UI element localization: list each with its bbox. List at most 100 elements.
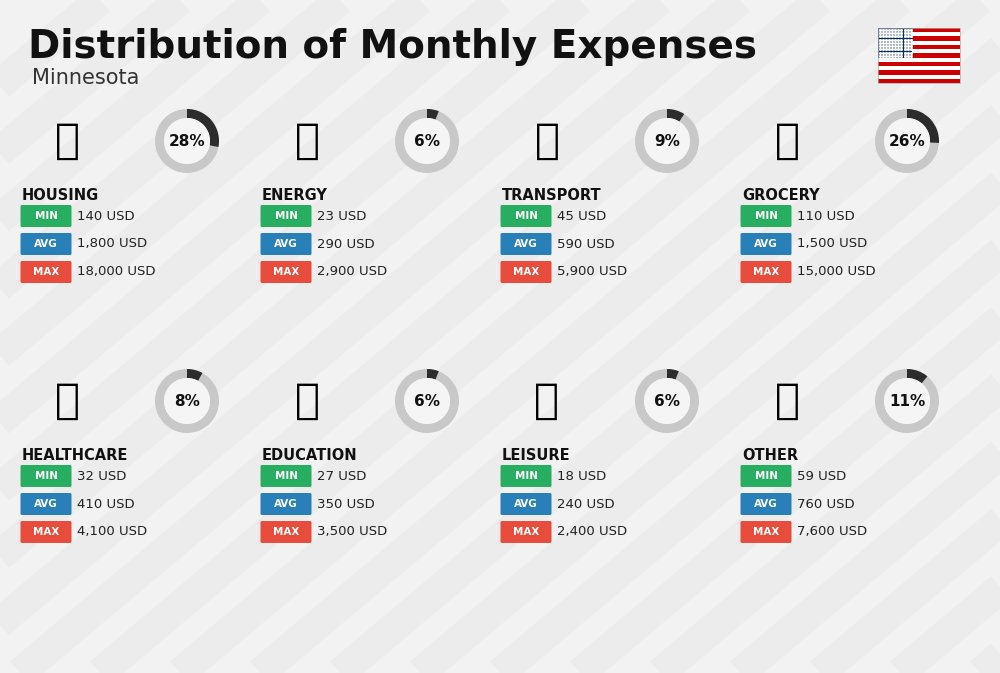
FancyBboxPatch shape (20, 233, 72, 255)
FancyBboxPatch shape (501, 261, 552, 283)
Text: 15,000 USD: 15,000 USD (797, 266, 876, 279)
FancyBboxPatch shape (878, 66, 960, 70)
Wedge shape (395, 109, 459, 173)
Text: OTHER: OTHER (742, 448, 798, 463)
FancyBboxPatch shape (878, 45, 960, 49)
Wedge shape (427, 369, 439, 380)
Circle shape (644, 378, 690, 424)
FancyBboxPatch shape (260, 521, 312, 543)
Text: MAX: MAX (33, 267, 59, 277)
Text: MAX: MAX (33, 527, 59, 537)
Text: MAX: MAX (753, 527, 779, 537)
FancyBboxPatch shape (260, 205, 312, 227)
Text: 18,000 USD: 18,000 USD (77, 266, 156, 279)
Wedge shape (667, 369, 679, 380)
Text: 18 USD: 18 USD (557, 470, 606, 483)
Circle shape (404, 118, 450, 164)
Text: MAX: MAX (513, 527, 539, 537)
Text: 5,900 USD: 5,900 USD (557, 266, 627, 279)
Text: 6%: 6% (414, 394, 440, 409)
Wedge shape (427, 109, 439, 120)
Text: 4,100 USD: 4,100 USD (77, 526, 147, 538)
Text: 26%: 26% (889, 133, 925, 149)
FancyBboxPatch shape (20, 493, 72, 515)
Text: AVG: AVG (274, 239, 298, 249)
FancyBboxPatch shape (740, 233, 792, 255)
Text: 7,600 USD: 7,600 USD (797, 526, 867, 538)
Circle shape (164, 118, 210, 164)
FancyBboxPatch shape (878, 70, 960, 75)
Wedge shape (875, 109, 939, 173)
Wedge shape (667, 109, 684, 122)
Text: 9%: 9% (654, 133, 680, 149)
Text: MIN: MIN (274, 471, 298, 481)
FancyBboxPatch shape (878, 32, 960, 36)
Wedge shape (187, 369, 202, 381)
FancyBboxPatch shape (878, 58, 960, 62)
FancyBboxPatch shape (501, 521, 552, 543)
Text: 🎓: 🎓 (294, 380, 320, 422)
Text: 3,500 USD: 3,500 USD (317, 526, 387, 538)
Text: 45 USD: 45 USD (557, 209, 606, 223)
Text: TRANSPORT: TRANSPORT (502, 188, 602, 203)
FancyBboxPatch shape (501, 465, 552, 487)
FancyBboxPatch shape (260, 465, 312, 487)
Text: 🛍️: 🛍️ (534, 380, 560, 422)
Text: 27 USD: 27 USD (317, 470, 366, 483)
Text: 590 USD: 590 USD (557, 238, 615, 250)
Text: 110 USD: 110 USD (797, 209, 855, 223)
Wedge shape (635, 109, 699, 173)
Text: 🔌: 🔌 (294, 120, 320, 162)
FancyBboxPatch shape (878, 40, 960, 45)
Text: 410 USD: 410 USD (77, 497, 135, 511)
Wedge shape (155, 109, 219, 173)
FancyBboxPatch shape (740, 261, 792, 283)
Text: AVG: AVG (754, 499, 778, 509)
Text: 28%: 28% (169, 133, 205, 149)
Wedge shape (907, 369, 927, 384)
FancyBboxPatch shape (501, 205, 552, 227)
Text: MIN: MIN (755, 471, 778, 481)
Text: Minnesota: Minnesota (32, 68, 139, 88)
Text: 6%: 6% (414, 133, 440, 149)
Text: AVG: AVG (754, 239, 778, 249)
FancyBboxPatch shape (501, 493, 552, 515)
Text: 🏢: 🏢 (54, 120, 80, 162)
FancyBboxPatch shape (878, 62, 960, 66)
Text: 🛒: 🛒 (774, 120, 800, 162)
Text: 8%: 8% (174, 394, 200, 409)
Text: 6%: 6% (654, 394, 680, 409)
Text: MAX: MAX (273, 267, 299, 277)
Text: 240 USD: 240 USD (557, 497, 615, 511)
Text: 350 USD: 350 USD (317, 497, 375, 511)
FancyBboxPatch shape (878, 28, 960, 32)
Text: ENERGY: ENERGY (262, 188, 328, 203)
FancyBboxPatch shape (878, 75, 960, 79)
Text: MIN: MIN (514, 471, 538, 481)
Circle shape (164, 378, 210, 424)
FancyBboxPatch shape (878, 36, 960, 40)
Text: 1,800 USD: 1,800 USD (77, 238, 147, 250)
Wedge shape (395, 369, 459, 433)
FancyBboxPatch shape (260, 493, 312, 515)
Text: AVG: AVG (34, 499, 58, 509)
Text: MIN: MIN (274, 211, 298, 221)
FancyBboxPatch shape (740, 205, 792, 227)
Text: 💗: 💗 (54, 380, 80, 422)
Circle shape (884, 118, 930, 164)
FancyBboxPatch shape (878, 53, 960, 58)
Text: MIN: MIN (34, 211, 58, 221)
Text: EDUCATION: EDUCATION (262, 448, 358, 463)
Text: 140 USD: 140 USD (77, 209, 135, 223)
Text: 💰: 💰 (774, 380, 800, 422)
Text: 23 USD: 23 USD (317, 209, 366, 223)
FancyBboxPatch shape (878, 79, 960, 83)
FancyBboxPatch shape (878, 49, 960, 53)
Text: LEISURE: LEISURE (502, 448, 571, 463)
FancyBboxPatch shape (501, 233, 552, 255)
Text: MIN: MIN (755, 211, 778, 221)
Text: HEALTHCARE: HEALTHCARE (22, 448, 128, 463)
FancyBboxPatch shape (740, 493, 792, 515)
Text: AVG: AVG (34, 239, 58, 249)
Text: AVG: AVG (274, 499, 298, 509)
